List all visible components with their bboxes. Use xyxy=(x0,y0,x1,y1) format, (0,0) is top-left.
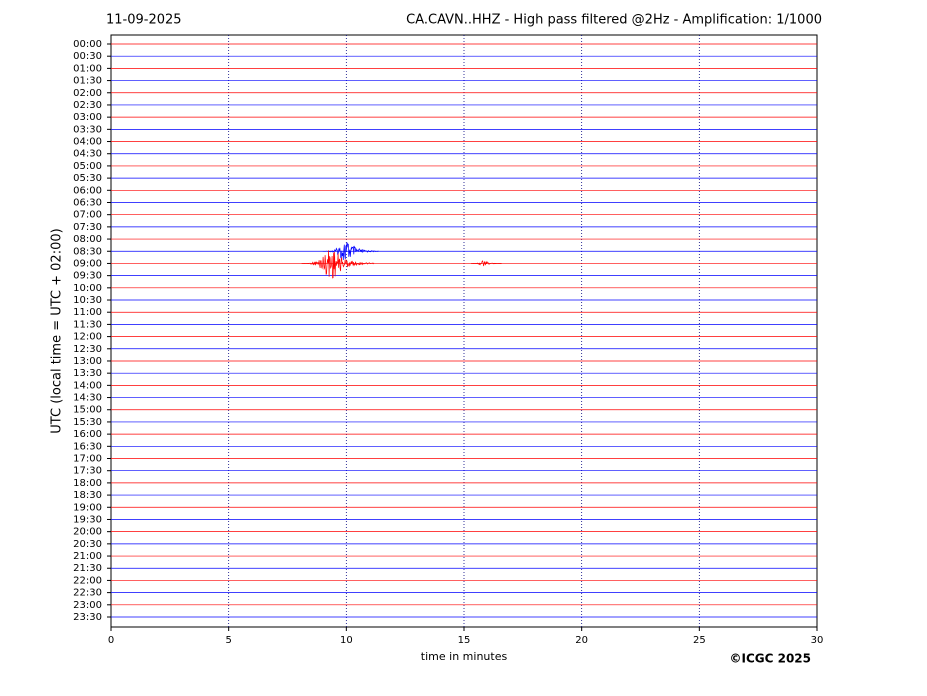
x-tick-label: 10 xyxy=(340,635,353,646)
event-burst xyxy=(301,250,375,279)
y-tick-label: 05:30 xyxy=(73,173,102,184)
y-tick-label: 23:00 xyxy=(73,600,102,611)
y-tick-label: 02:00 xyxy=(73,88,102,99)
y-tick-label: 01:30 xyxy=(73,76,102,87)
x-tick-label: 15 xyxy=(458,635,471,646)
y-tick-label: 20:00 xyxy=(73,527,102,538)
y-tick-label: 10:00 xyxy=(73,283,102,294)
y-tick-label: 12:00 xyxy=(73,332,102,343)
x-tick-label: 0 xyxy=(108,635,114,646)
y-tick-label: 22:00 xyxy=(73,575,102,586)
event-burst xyxy=(322,242,379,261)
date: 11-09-2025 xyxy=(106,13,182,28)
event-burst xyxy=(471,260,502,267)
y-tick-label: 21:30 xyxy=(73,563,102,574)
x-tick-label: 20 xyxy=(575,635,588,646)
y-tick-label: 01:00 xyxy=(73,63,102,74)
y-tick-label: 00:00 xyxy=(73,39,102,50)
y-tick-label: 18:00 xyxy=(73,478,102,489)
y-tick-label: 14:30 xyxy=(73,393,102,404)
y-tick-label: 02:30 xyxy=(73,100,102,111)
credit: ©ICGC 2025 xyxy=(729,652,811,666)
y-tick-label: 08:30 xyxy=(73,246,102,257)
y-tick-label: 19:00 xyxy=(73,502,102,513)
y-tick-label: 09:00 xyxy=(73,258,102,269)
x-tick-label: 30 xyxy=(811,635,824,646)
y-tick-label: 06:00 xyxy=(73,185,102,196)
y-tick-label: 17:30 xyxy=(73,466,102,477)
y-tick-label: 23:30 xyxy=(73,612,102,623)
y-tick-label: 00:30 xyxy=(73,51,102,62)
y-tick-label: 07:30 xyxy=(73,222,102,233)
y-tick-label: 06:30 xyxy=(73,197,102,208)
y-tick-label: 18:30 xyxy=(73,490,102,501)
y-tick-label: 12:30 xyxy=(73,344,102,355)
y-tick-label: 16:30 xyxy=(73,441,102,452)
y-tick-label: 19:30 xyxy=(73,514,102,525)
y-tick-label: 16:00 xyxy=(73,429,102,440)
y-tick-label: 17:00 xyxy=(73,454,102,465)
y-tick-label: 11:30 xyxy=(73,319,102,330)
y-tick-label: 09:30 xyxy=(73,271,102,282)
y-tick-label: 11:00 xyxy=(73,307,102,318)
y-tick-label: 10:30 xyxy=(73,295,102,306)
y-tick-label: 04:30 xyxy=(73,149,102,160)
x-axis-label: time in minutes xyxy=(421,650,508,663)
y-tick-label: 14:00 xyxy=(73,380,102,391)
y-tick-label: 22:30 xyxy=(73,588,102,599)
y-tick-label: 04:00 xyxy=(73,137,102,148)
plot-frame xyxy=(110,34,818,628)
y-tick-label: 03:30 xyxy=(73,124,102,135)
x-tick-label: 5 xyxy=(225,635,231,646)
y-tick-label: 08:00 xyxy=(73,234,102,245)
x-tick-label: 25 xyxy=(693,635,706,646)
y-tick-label: 05:00 xyxy=(73,161,102,172)
y-tick-label: 15:00 xyxy=(73,405,102,416)
y-tick-label: 03:00 xyxy=(73,112,102,123)
chart-title: CA.CAVN..HHZ - High pass filtered @2Hz -… xyxy=(406,13,822,28)
y-tick-label: 13:30 xyxy=(73,368,102,379)
y-tick-label: 07:00 xyxy=(73,210,102,221)
y-tick-label: 13:00 xyxy=(73,356,102,367)
y-tick-label: 21:00 xyxy=(73,551,102,562)
y-axis-label: UTC (local time = UTC + 02:00) xyxy=(50,228,65,433)
y-tick-label: 20:30 xyxy=(73,539,102,550)
y-tick-label: 15:30 xyxy=(73,417,102,428)
